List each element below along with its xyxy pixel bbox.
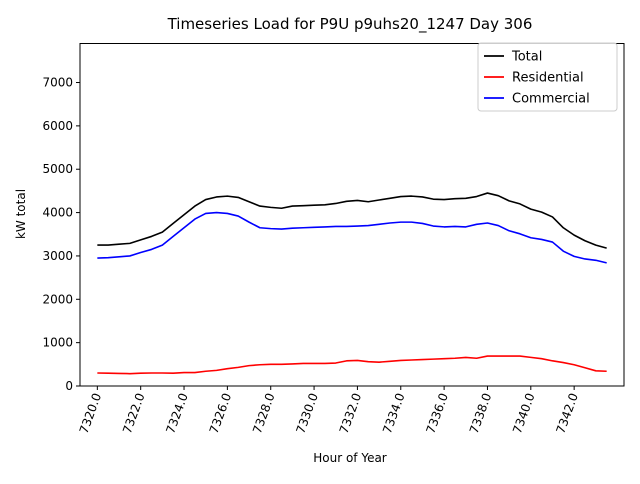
- y-tick-label: 4000: [42, 206, 73, 220]
- y-tick-label: 3000: [42, 249, 73, 263]
- legend: Total Residential Commercial: [477, 42, 618, 112]
- y-tick-label: 2000: [42, 292, 73, 306]
- x-tick-label: 7320.0: [77, 391, 105, 435]
- y-tick-label: 7000: [42, 76, 73, 90]
- x-tick-label: 7332.0: [337, 391, 365, 435]
- x-tick-label: 7322.0: [120, 391, 148, 435]
- x-axis: 7320.0 7322.0 7324.0 7326.0 7328.0 7330.0 7332…: [77, 386, 581, 435]
- y-tick-label: 1000: [42, 336, 73, 350]
- y-axis: 0 1000 2000 3000 4000 5000 6000 7000: [42, 76, 80, 393]
- series-line-total: [97, 192, 607, 249]
- y-tick-label: 0: [65, 379, 73, 393]
- series-line-commercial: [97, 211, 607, 264]
- legend-label-residential: Residential: [512, 71, 584, 86]
- y-tick-label: 5000: [42, 162, 73, 176]
- legend-box: [477, 42, 618, 112]
- legend-label-commercial: Commercial: [512, 92, 590, 107]
- x-tick-label: 7342.0: [553, 391, 581, 435]
- y-axis-label: kW total: [14, 189, 28, 239]
- x-tick-label: 7328.0: [250, 391, 278, 435]
- y-tick-label: 6000: [42, 119, 73, 133]
- x-tick-label: 7338.0: [467, 391, 495, 435]
- chart-title: Timeseries Load for P9U p9uhs20_1247 Day…: [167, 15, 533, 34]
- x-tick-label: 7326.0: [207, 391, 235, 435]
- x-tick-label: 7340.0: [510, 391, 538, 435]
- x-axis-label: Hour of Year: [313, 451, 387, 465]
- plot-area-frame: [79, 43, 625, 387]
- plot-lines: [97, 192, 607, 375]
- series-line-residential: [97, 355, 607, 375]
- legend-label-total: Total: [511, 50, 542, 65]
- x-tick-label: 7334.0: [380, 391, 408, 435]
- x-tick-label: 7330.0: [293, 391, 321, 435]
- x-tick-label: 7324.0: [163, 391, 191, 435]
- x-tick-label: 7336.0: [423, 391, 451, 435]
